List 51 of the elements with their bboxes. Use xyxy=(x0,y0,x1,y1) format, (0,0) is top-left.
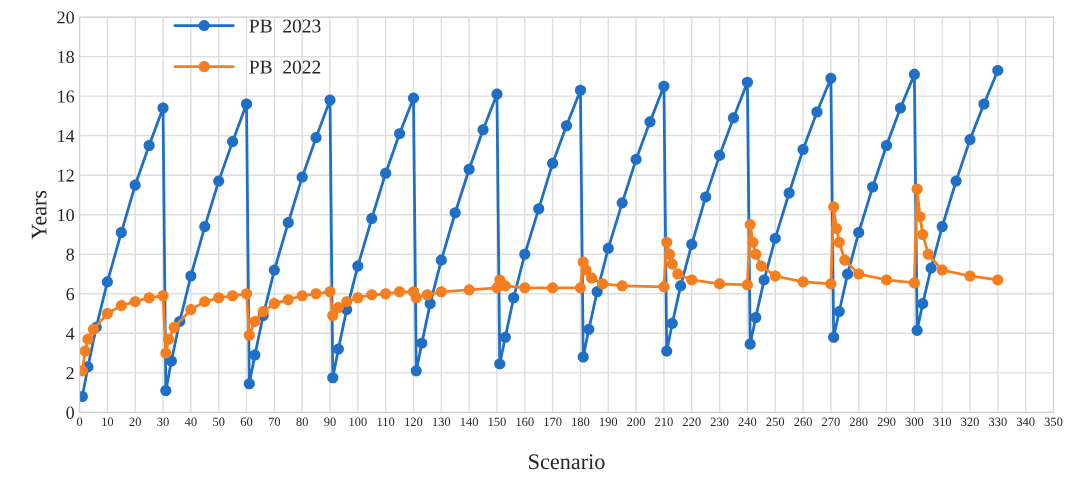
x-tick-label: 50 xyxy=(213,417,225,427)
y-tick-label: 10 xyxy=(58,208,74,222)
x-tick-label: 270 xyxy=(822,417,840,427)
x-tick-label: 190 xyxy=(599,417,618,427)
x-tick-label: 70 xyxy=(268,417,281,427)
x-tick-label: 340 xyxy=(1016,417,1035,427)
x-tick-label: 170 xyxy=(544,417,562,427)
x-tick-label: 350 xyxy=(1044,417,1063,427)
x-tick-label: 320 xyxy=(961,417,979,427)
x-tick-label: 230 xyxy=(710,417,729,427)
legend-label: PB 2023 xyxy=(249,19,321,33)
x-tick-label: 300 xyxy=(905,417,924,427)
y-tick-label: 2 xyxy=(66,367,74,380)
y-tick-label: 20 xyxy=(57,11,74,24)
x-tick-label: 330 xyxy=(989,417,1007,427)
x-tick-label: 60 xyxy=(240,417,253,427)
y-tick-label: 4 xyxy=(66,327,75,340)
x-tick-label: 210 xyxy=(655,417,673,427)
x-tick-label: 290 xyxy=(877,417,896,427)
x-tick-label: 310 xyxy=(933,417,952,427)
y-axis-title: Years xyxy=(31,190,47,240)
x-tick-label: 250 xyxy=(766,417,785,427)
y-tick-label: 6 xyxy=(66,288,75,301)
x-tick-label: 240 xyxy=(738,417,757,427)
y-tick-label: 12 xyxy=(58,169,74,182)
x-tick-label: 120 xyxy=(405,417,423,427)
x-tick-label: 40 xyxy=(184,417,197,427)
x-tick-label: 10 xyxy=(102,417,114,427)
x-tick-label: 90 xyxy=(324,417,336,427)
y-tick-label: 14 xyxy=(58,130,75,142)
x-tick-label: 30 xyxy=(157,417,169,427)
x-tick-label: 280 xyxy=(849,417,868,427)
x-tick-label: 200 xyxy=(627,417,645,427)
x-tick-label: 110 xyxy=(377,417,395,427)
x-tick-label: 260 xyxy=(794,417,812,427)
x-tick-label: 0 xyxy=(76,417,83,427)
x-tick-label: 100 xyxy=(349,417,367,427)
y-tick-label: 0 xyxy=(66,406,74,419)
y-tick-label: 8 xyxy=(66,248,74,261)
legend-label: PB 2022 xyxy=(249,60,321,74)
x-tick-label: 150 xyxy=(488,417,506,427)
y-tick-label: 16 xyxy=(58,90,75,103)
x-tick-label: 160 xyxy=(516,417,534,427)
x-tick-label: 180 xyxy=(572,417,590,427)
x-tick-label: 80 xyxy=(296,417,308,427)
x-tick-label: 130 xyxy=(433,417,451,427)
x-tick-label: 220 xyxy=(682,417,701,427)
x-tick-label: 140 xyxy=(460,417,479,427)
y-tick-label: 18 xyxy=(58,50,74,64)
x-axis-title: Scenario xyxy=(529,454,605,470)
x-tick-label: 20 xyxy=(129,417,141,427)
